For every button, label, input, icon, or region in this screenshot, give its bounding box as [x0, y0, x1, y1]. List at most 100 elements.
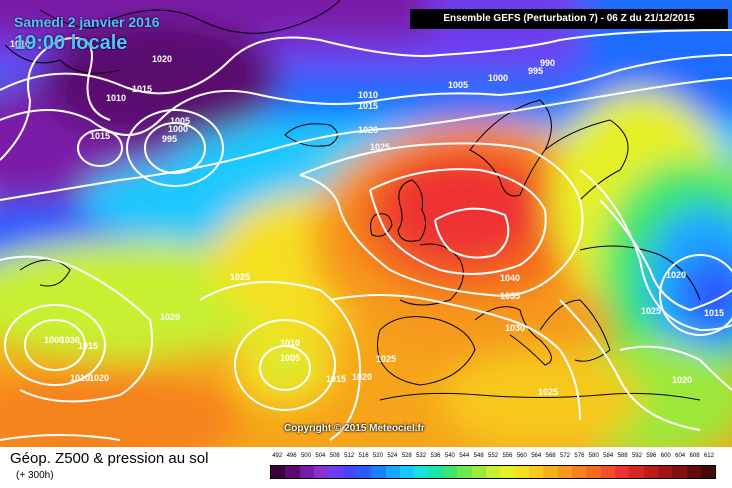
pressure-label: 1015 [358, 101, 378, 111]
pressure-label: 1020 [89, 373, 109, 383]
scale-swatch [356, 466, 372, 478]
scale-swatch [543, 466, 558, 478]
isobars [0, 29, 732, 441]
pressure-label: 1010 [358, 90, 378, 100]
scale-swatch [528, 466, 544, 478]
scale-swatch [571, 466, 587, 478]
scale-swatch [414, 466, 429, 478]
scale-value: 604 [675, 453, 686, 459]
scale-value: 532 [416, 453, 427, 459]
scale-value: 512 [344, 453, 355, 459]
scale-swatch [457, 466, 472, 478]
pressure-label: 1025 [376, 354, 396, 364]
pressure-label: 1020 [160, 312, 180, 322]
scale-value: 592 [631, 453, 642, 459]
scale-value: 516 [358, 453, 369, 459]
scale-swatch [328, 466, 343, 478]
pressure-label: 1015 [90, 131, 110, 141]
pressure-label: 990 [540, 58, 555, 68]
pressure-label: 1025 [641, 306, 661, 316]
scale-value: 576 [574, 453, 585, 459]
parameter-title: Géop. Z500 & pression au sol [10, 450, 209, 467]
pressure-label: 1030 [60, 335, 80, 345]
scale-value: 508 [329, 453, 340, 459]
scale-value: 500 [300, 453, 311, 459]
pressure-label: 1000 [44, 335, 64, 345]
pressure-label: 1015 [132, 84, 152, 94]
pressure-label: 1025 [370, 142, 390, 152]
scale-swatch [700, 466, 716, 478]
scale-value: 588 [617, 453, 628, 459]
scale-swatch [442, 466, 458, 478]
scale-value: 560 [516, 453, 527, 459]
scale-swatch [686, 466, 701, 478]
scale-value: 496 [286, 453, 297, 459]
scale-swatch [371, 466, 386, 478]
scale-labels: 492 496 500 504 508 512 516 520 524 528 532 536 540 5… [270, 453, 716, 463]
scale-bar [270, 465, 716, 479]
pressure-label: 1020 [672, 375, 692, 385]
pressure-label: 995 [528, 66, 543, 76]
pressure-label: 1010 [70, 373, 90, 383]
scale-swatch [614, 466, 630, 478]
pressure-label: 1020 [152, 54, 172, 64]
pressure-label: 1005 [448, 80, 468, 90]
scale-swatch [629, 466, 644, 478]
scale-swatch [471, 466, 486, 478]
scale-value: 544 [459, 453, 470, 459]
pressure-label: 1020 [358, 125, 378, 135]
scale-value: 540 [444, 453, 455, 459]
pressure-label: 1010 [106, 93, 126, 103]
pressure-label: 1025 [538, 387, 558, 397]
scale-swatch [385, 466, 400, 478]
scale-swatch [271, 466, 286, 478]
legend-footer: Géop. Z500 & pression au sol (+ 300h) 49… [0, 447, 732, 488]
scale-value: 596 [646, 453, 657, 459]
scale-value: 600 [660, 453, 671, 459]
color-scale: 492 496 500 504 508 512 516 520 524 528 532 536 540 5… [270, 453, 716, 479]
scale-swatch [600, 466, 615, 478]
pressure-label: 1040 [500, 273, 520, 283]
scale-value: 524 [387, 453, 398, 459]
scale-value: 564 [531, 453, 542, 459]
pressure-label: 1020 [352, 372, 372, 382]
pressure-labels: 1010 1015 1020 1005 1000 995 990 995 100… [10, 39, 724, 397]
pressure-label: 1025 [230, 272, 250, 282]
pressure-label: 995 [162, 134, 177, 144]
scale-value: 536 [430, 453, 441, 459]
scale-value: 548 [473, 453, 484, 459]
scale-swatch [514, 466, 529, 478]
scale-swatch [342, 466, 357, 478]
model-run-banner: Ensemble GEFS (Perturbation 7) - 06 Z du… [410, 9, 728, 29]
scale-value: 580 [588, 453, 599, 459]
scale-swatch [428, 466, 443, 478]
scale-swatch [586, 466, 601, 478]
pressure-label: 1015 [326, 374, 346, 384]
pressure-label: 1015 [704, 308, 724, 318]
forecast-map: 1010 1015 1020 1005 1000 995 990 995 100… [0, 0, 732, 447]
scale-swatch [299, 466, 314, 478]
valid-date: Samedi 2 janvier 2016 [14, 14, 160, 30]
scale-swatch [557, 466, 572, 478]
scale-value: 556 [502, 453, 513, 459]
scale-swatch [285, 466, 300, 478]
scale-swatch [500, 466, 515, 478]
scale-value: 584 [603, 453, 614, 459]
scale-value: 520 [372, 453, 383, 459]
pressure-label: 1015 [78, 341, 98, 351]
copyright-notice: Copyright © 2015 Meteociel.fr [284, 423, 425, 434]
scale-value: 504 [315, 453, 326, 459]
pressure-label: 1000 [488, 73, 508, 83]
pressure-label: 1010 [10, 39, 30, 49]
scale-swatch [313, 466, 329, 478]
scale-value: 552 [488, 453, 499, 459]
scale-value: 612 [703, 453, 714, 459]
scale-swatch [657, 466, 673, 478]
valid-time: 19:00 locale [14, 32, 128, 54]
scale-swatch [672, 466, 687, 478]
scale-value: 528 [401, 453, 412, 459]
scale-value: 572 [560, 453, 571, 459]
scale-value: 492 [272, 453, 283, 459]
pressure-label: 1005 [280, 353, 300, 363]
scale-swatch [643, 466, 658, 478]
